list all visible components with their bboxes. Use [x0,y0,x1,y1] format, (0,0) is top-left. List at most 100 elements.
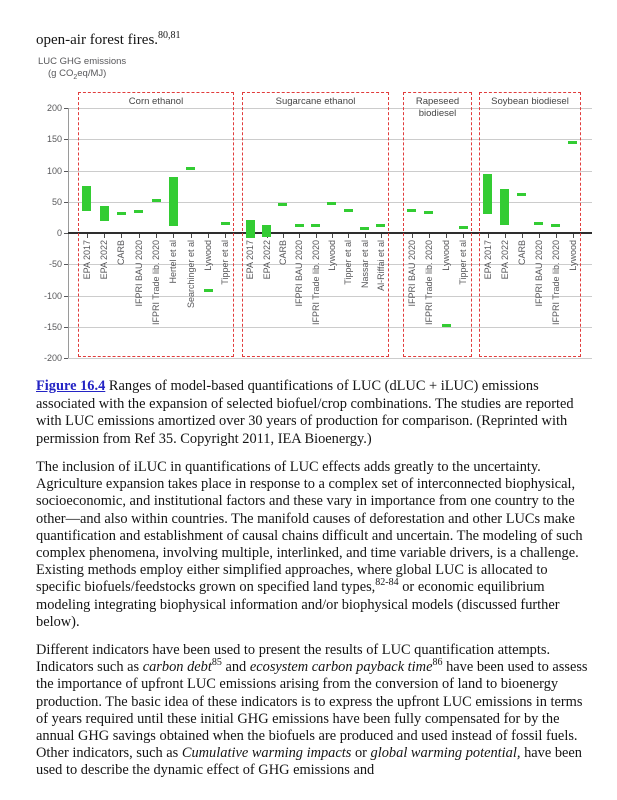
x-axis-tick [538,234,540,238]
y-axis-tick [64,170,68,172]
category-label: IFPRI Trade lib. 2020 [423,240,434,326]
category-label: EPA 2017 [482,240,493,280]
x-axis-tick [572,234,574,238]
range-bar [534,221,543,225]
reference-superscript: 82-84 [375,577,399,589]
x-axis-tick [364,234,366,238]
x-axis-tick [521,234,523,238]
y-axis-tick [64,201,68,203]
term-italic: Cumulative warming impacts [181,745,352,762]
category-label: IFPRI BAU 2020 [533,240,544,307]
category-label: IFPRI BAU 2020 [133,240,144,307]
range-bar [151,198,161,202]
category-label: EPA 2022 [499,240,510,280]
range-bar [360,226,369,230]
x-axis-tick [463,234,465,238]
term-italic: global warming potential, [370,745,521,762]
chart-title-block: LUC GHG emissions (g CO2eq/MJ) [38,56,126,81]
range-bar [278,203,288,206]
x-axis-tick [428,234,430,238]
y-axis-tick-label: -200 [43,353,62,363]
range-bar [262,224,271,238]
chart-plot: 200 150 100 50 0 -50 -100 -150 -200 Corn ethanol E… [36,56,596,374]
unit-subscript: 2 [73,73,78,81]
range-bar [311,224,320,228]
category-label: EPA 2017 [81,240,92,280]
category-label: Lywood [203,240,213,271]
category-label: Tipper et al [220,240,231,285]
paragraph-text: The inclusion of iLUC in quantifications… [36,459,583,596]
x-axis-tick [190,234,192,238]
range-bar [203,288,213,292]
category-label: Hertel et al [168,240,179,284]
category-label: EPA 2017 [245,240,256,280]
unit-text: eq/MJ) [77,68,107,79]
unit-text: (g CO [48,68,74,79]
y-axis-tick [64,358,68,359]
x-axis-tick [104,234,105,238]
range-bar [458,226,468,230]
x-axis-tick [331,234,333,238]
range-bar [186,166,196,170]
paragraph-text: and [221,659,250,676]
range-bar [116,212,126,216]
range-bar [294,224,304,228]
category-label: Al-Riffai et al [375,240,386,291]
y-axis-tick [64,295,68,297]
intro-line: open-air forest fires.80,81 [36,30,590,50]
x-axis-tick [138,234,140,238]
x-axis-tick [225,234,227,238]
range-bar [517,193,526,196]
category-label: CARB [277,240,288,266]
paragraph-1: The inclusion of iLUC in quantifications… [36,459,590,631]
y-axis-tick [64,233,68,234]
paragraph-text: have been used to describe the dynamic e… [36,745,582,779]
gridline [68,139,592,141]
x-axis-tick [173,234,175,238]
luc-emissions-figure: LUC GHG emissions (g CO2eq/MJ) 200 150 100… [36,56,592,374]
gridline [68,108,592,109]
category-label: Searchinger et al [185,240,196,309]
panel-title: Sugarcane ethanol [275,96,356,107]
y-axis-tick-label: -50 [48,259,62,270]
range-bar [551,224,560,228]
x-axis-tick [156,234,157,238]
range-bar [407,209,417,213]
range-bar [568,141,577,145]
paragraph-text: or [351,745,371,762]
x-axis-tick [348,234,350,238]
gridline [68,295,592,297]
figure-caption: Figure 16.4 Ranges of model-based quanti… [36,378,590,448]
term-italic: carbon debt [142,659,212,676]
gridline [68,326,592,328]
panel-title: Soybean biodiesel [491,96,569,107]
y-axis-tick-label: 100 [46,165,62,176]
y-axis-tick [64,108,68,109]
figure-link[interactable]: Figure 16.4 [36,378,106,394]
y-axis-tick [64,326,68,328]
range-bar [99,206,109,221]
x-axis-tick [504,234,506,238]
panel-border-box [403,92,472,357]
x-axis-tick [86,234,88,238]
intro-text: open-air forest fires. [36,32,159,48]
chart-unit-label: (g CO2eq/MJ) [38,68,126,81]
range-bar [327,201,337,205]
y-axis-tick-label: -150 [43,321,62,332]
category-label: IFPRI Trade lib. 2020 [550,240,561,326]
paragraph-text: or economic equilibrium modeling integra… [36,579,560,630]
panel-border-box [479,92,581,357]
category-label: Tipper et al [458,240,469,285]
range-bar [82,185,92,212]
y-axis-tick-label: 50 [51,196,62,207]
range-bar [441,324,451,328]
y-axis-tick-label: 150 [46,134,62,145]
range-bar [500,188,509,225]
x-axis-tick [380,234,382,238]
reference-superscript: 80,81 [158,30,181,41]
category-label: CARB [516,240,527,266]
x-axis-tick [315,234,317,238]
gridline [68,170,592,172]
category-label: Lywood [326,240,337,271]
gridline [68,358,592,359]
